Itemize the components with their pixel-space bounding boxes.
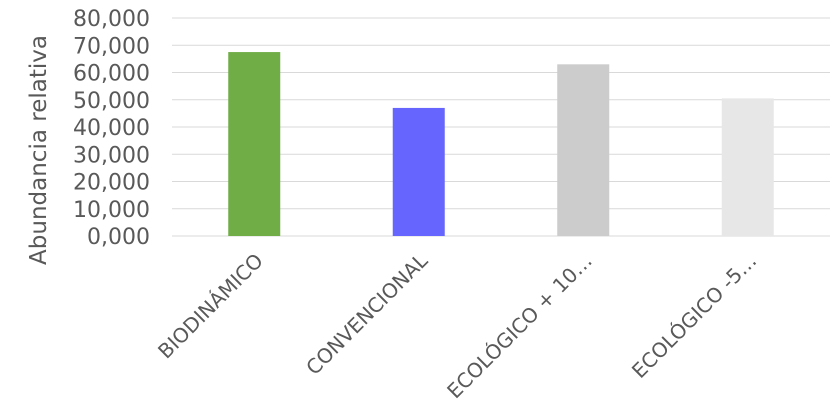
y-tick-label: 70,000: [73, 34, 150, 59]
y-tick-label: 80,000: [73, 7, 150, 32]
x-axis-labels: BIODINÁMICO CONVENCIONAL ECOLÓGICO + 10… EC…: [153, 248, 761, 403]
bar: [392, 107, 445, 236]
x-category-label: ECOLÓGICO -5…: [627, 249, 761, 383]
gridlines: [172, 17, 830, 237]
x-category-label: BIODINÁMICO: [153, 249, 268, 364]
y-axis-title: Abundancia relativa: [26, 35, 52, 265]
bar: [557, 64, 610, 236]
y-tick-label: 30,000: [73, 143, 150, 168]
x-category-label: ECOLÓGICO + 10…: [442, 249, 597, 404]
y-tick-label: 20,000: [73, 171, 150, 196]
y-tick-label: 50,000: [73, 89, 150, 114]
x-category-label: CONVENCIONAL: [301, 248, 433, 380]
y-tick-label: 0,000: [87, 225, 150, 250]
bars: [228, 52, 774, 236]
y-tick-label: 60,000: [73, 62, 150, 87]
y-tick-label: 40,000: [73, 116, 150, 141]
y-tick-label: 10,000: [73, 198, 150, 223]
bar: [721, 98, 774, 236]
bar: [228, 52, 281, 236]
